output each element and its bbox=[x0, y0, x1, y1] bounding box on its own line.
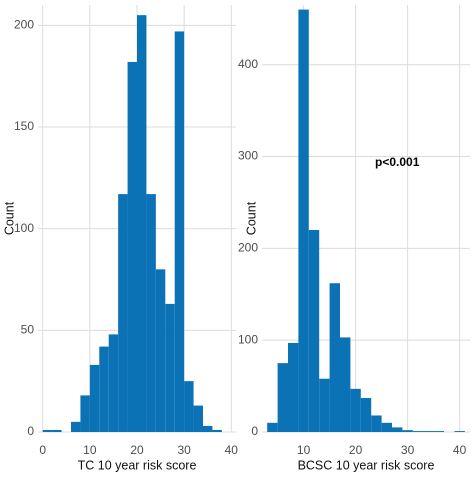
y-tick-label: 100 bbox=[238, 332, 258, 346]
bar bbox=[127, 61, 137, 432]
bar bbox=[118, 194, 128, 432]
x-tick-label: 20 bbox=[349, 443, 363, 457]
y-axis-title: Count bbox=[244, 201, 258, 235]
y-tick-label: 400 bbox=[238, 57, 258, 71]
bar bbox=[288, 342, 299, 432]
y-tick-label: 0 bbox=[27, 424, 34, 438]
bar bbox=[42, 429, 53, 432]
x-tick-label: 30 bbox=[177, 443, 191, 457]
y-tick-label: 200 bbox=[14, 18, 34, 32]
x-axis-title: BCSC 10 year risk score bbox=[298, 458, 435, 472]
bar bbox=[308, 229, 320, 432]
bar bbox=[423, 431, 434, 432]
bar bbox=[433, 431, 444, 432]
bar bbox=[371, 415, 382, 432]
y-axis-title: Count bbox=[2, 201, 16, 235]
bar bbox=[350, 388, 361, 432]
bar bbox=[267, 422, 278, 432]
x-tick-label: 40 bbox=[453, 443, 467, 457]
bar bbox=[340, 337, 351, 432]
bar bbox=[329, 283, 340, 432]
panel: 0 100 200 300 400 10 20 30 40 BCSC 10 year risk s… bbox=[238, 5, 470, 472]
bar bbox=[402, 430, 413, 432]
bar bbox=[454, 431, 465, 432]
bar bbox=[184, 381, 194, 432]
bar bbox=[165, 303, 175, 432]
bar bbox=[174, 31, 185, 433]
annotation: p<0.001 bbox=[375, 155, 420, 169]
bar bbox=[52, 429, 62, 432]
y-tick-label: 150 bbox=[14, 119, 34, 133]
bar bbox=[277, 363, 288, 432]
bar bbox=[412, 431, 424, 432]
bar bbox=[71, 421, 81, 432]
bar bbox=[212, 429, 222, 432]
bar bbox=[360, 398, 372, 432]
y-tick-label: 100 bbox=[14, 221, 34, 235]
bar bbox=[99, 346, 109, 432]
bar bbox=[203, 425, 213, 432]
bar bbox=[298, 9, 309, 432]
bar bbox=[80, 395, 90, 432]
x-tick-label: 40 bbox=[225, 443, 239, 457]
bar bbox=[155, 269, 166, 432]
x-axis-title: TC 10 year risk score bbox=[78, 458, 197, 472]
bar bbox=[381, 422, 392, 432]
y-tick-label: 300 bbox=[238, 149, 258, 163]
bar bbox=[193, 405, 203, 432]
x-tick-label: 10 bbox=[297, 443, 311, 457]
y-tick-label: 50 bbox=[21, 323, 35, 337]
panel: 0 50 100 150 200 0 10 20 30 40 TC 10 year risk sco… bbox=[2, 5, 238, 472]
bar bbox=[392, 427, 403, 432]
x-tick-label: 30 bbox=[401, 443, 415, 457]
bar bbox=[319, 378, 330, 432]
x-tick-label: 0 bbox=[39, 443, 46, 457]
bar bbox=[108, 334, 119, 432]
bar bbox=[137, 15, 147, 433]
x-tick-label: 10 bbox=[83, 443, 97, 457]
y-tick-label: 0 bbox=[251, 424, 258, 438]
bar bbox=[146, 194, 156, 432]
y-tick-label: 200 bbox=[238, 241, 258, 255]
bar bbox=[89, 364, 100, 432]
x-tick-label: 20 bbox=[130, 443, 144, 457]
